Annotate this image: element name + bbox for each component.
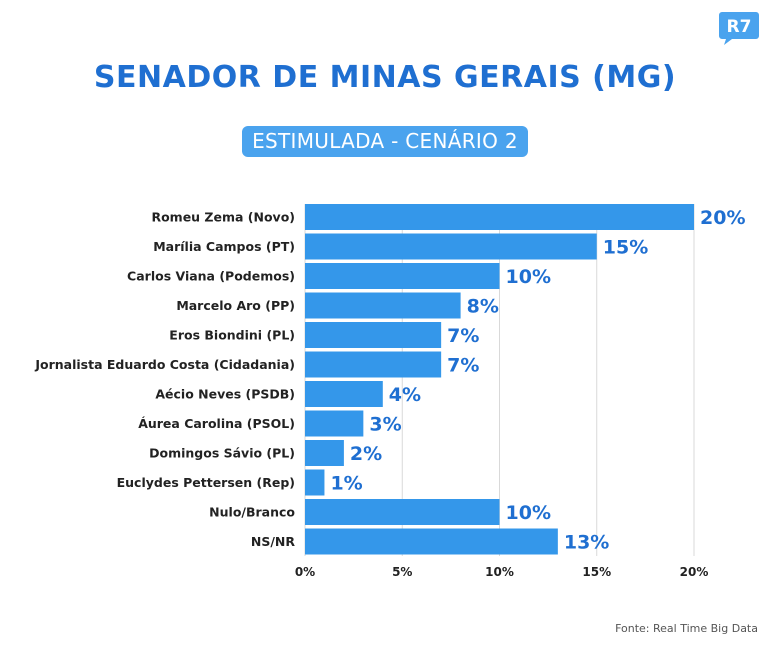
category-label: NS/NR (251, 534, 295, 549)
category-label: Marcelo Aro (PP) (176, 298, 295, 313)
data-label: 20% (700, 207, 745, 229)
bar (305, 204, 694, 230)
chart-title: SENADOR DE MINAS GERAIS (MG) (93, 60, 677, 95)
bar (305, 528, 558, 555)
data-label: 15% (603, 237, 648, 259)
data-label: 13% (564, 532, 609, 554)
data-label: 7% (447, 325, 479, 347)
bar (305, 469, 325, 496)
bar (305, 351, 442, 378)
x-tick-label: 15% (582, 565, 611, 579)
bar (305, 263, 500, 289)
data-label: 10% (506, 502, 551, 524)
category-label: Áurea Carolina (PSOL) (138, 416, 295, 431)
category-label: Domingos Sávio (PL) (149, 446, 295, 461)
data-label: 7% (447, 355, 479, 377)
x-tick-label: 20% (680, 565, 709, 579)
category-label: Eros Biondini (PL) (169, 328, 295, 343)
bar (305, 233, 597, 260)
x-tick-label: 0% (295, 565, 315, 579)
data-label: 8% (467, 296, 499, 318)
bar (305, 499, 500, 525)
category-label: Marília Campos (PT) (153, 239, 295, 254)
chart-subtitle: ESTIMULADA - CENÁRIO 2 (242, 126, 528, 157)
bar (305, 440, 344, 466)
data-label: 4% (389, 384, 421, 406)
x-tick-label: 10% (485, 565, 514, 579)
bar (305, 410, 364, 437)
data-label: 2% (350, 443, 382, 465)
category-label: Carlos Viana (Podemos) (127, 269, 295, 284)
data-label: 1% (330, 473, 362, 495)
category-label: Nulo/Branco (209, 505, 295, 520)
bar (305, 292, 461, 319)
category-label: Euclydes Pettersen (Rep) (117, 475, 295, 490)
category-label: Romeu Zema (Novo) (151, 210, 295, 225)
data-label: 10% (506, 266, 551, 288)
bar (305, 381, 383, 407)
x-tick-label: 5% (392, 565, 412, 579)
r7-logo: R7 (719, 12, 759, 45)
logo-text: R7 (727, 17, 752, 37)
bar (305, 322, 442, 348)
category-label: Jornalista Eduardo Costa (Cidadania) (34, 357, 295, 372)
category-label: Aécio Neves (PSDB) (155, 387, 295, 402)
source-note: Fonte: Real Time Big Data (615, 622, 758, 635)
data-label: 3% (369, 414, 401, 436)
